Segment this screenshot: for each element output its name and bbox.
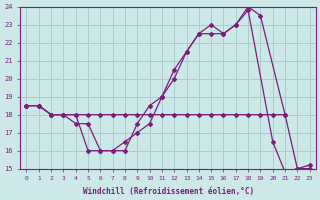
X-axis label: Windchill (Refroidissement éolien,°C): Windchill (Refroidissement éolien,°C)	[83, 187, 254, 196]
